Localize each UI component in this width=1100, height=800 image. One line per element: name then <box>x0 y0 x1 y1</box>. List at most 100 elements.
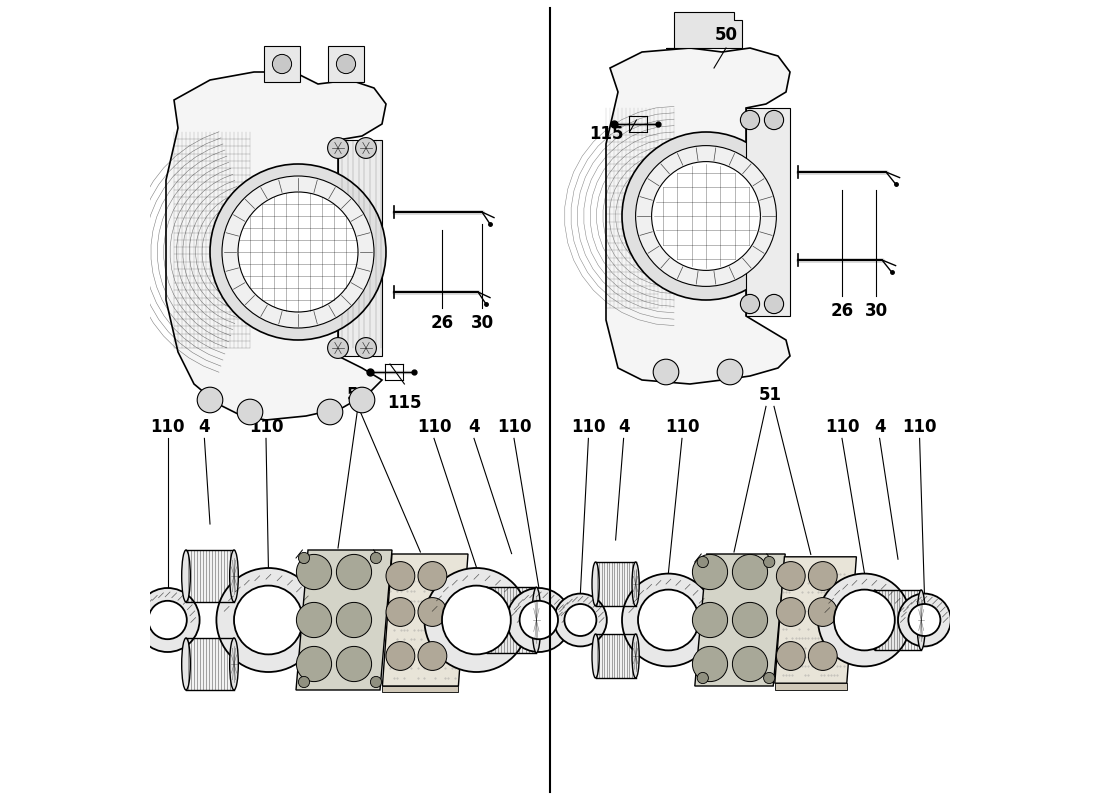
Circle shape <box>298 552 309 563</box>
Text: 110: 110 <box>664 418 700 436</box>
Text: euroraces: euroraces <box>628 220 760 244</box>
Polygon shape <box>774 683 847 690</box>
Circle shape <box>210 164 386 340</box>
Circle shape <box>697 672 708 683</box>
Polygon shape <box>296 550 392 690</box>
Circle shape <box>733 554 768 590</box>
Circle shape <box>764 294 783 314</box>
Ellipse shape <box>182 638 190 690</box>
Polygon shape <box>383 686 459 692</box>
Ellipse shape <box>592 634 600 678</box>
Circle shape <box>298 676 309 687</box>
Circle shape <box>808 598 837 626</box>
Circle shape <box>355 338 376 358</box>
Circle shape <box>371 676 382 687</box>
Circle shape <box>909 604 940 636</box>
Circle shape <box>197 387 223 413</box>
Circle shape <box>418 642 447 670</box>
Circle shape <box>777 642 805 670</box>
Circle shape <box>442 586 510 654</box>
FancyBboxPatch shape <box>264 46 299 82</box>
Text: euroraces: euroraces <box>223 220 356 244</box>
Circle shape <box>238 399 263 425</box>
Polygon shape <box>166 72 386 420</box>
Circle shape <box>337 646 372 682</box>
Circle shape <box>764 110 783 130</box>
Ellipse shape <box>482 587 492 653</box>
Circle shape <box>507 588 571 652</box>
Polygon shape <box>595 562 636 606</box>
Circle shape <box>355 138 376 158</box>
Circle shape <box>371 552 382 563</box>
Circle shape <box>296 646 331 682</box>
Circle shape <box>763 557 774 568</box>
Circle shape <box>386 642 415 670</box>
Circle shape <box>898 594 950 646</box>
Circle shape <box>296 554 331 590</box>
Circle shape <box>808 642 837 670</box>
Circle shape <box>653 359 679 385</box>
Circle shape <box>777 562 805 590</box>
Text: 110: 110 <box>151 418 185 436</box>
Circle shape <box>692 602 727 638</box>
Ellipse shape <box>182 550 190 602</box>
Text: 51: 51 <box>346 386 370 404</box>
Polygon shape <box>695 554 785 686</box>
Circle shape <box>621 574 715 666</box>
Circle shape <box>418 562 447 590</box>
Circle shape <box>349 387 375 413</box>
Polygon shape <box>595 634 636 678</box>
Ellipse shape <box>632 634 639 678</box>
Polygon shape <box>186 638 234 690</box>
Circle shape <box>217 568 320 672</box>
Circle shape <box>317 399 343 425</box>
Circle shape <box>697 557 708 568</box>
Text: 110: 110 <box>825 418 859 436</box>
Text: 110: 110 <box>571 418 606 436</box>
Ellipse shape <box>230 638 239 690</box>
Text: 110: 110 <box>497 418 531 436</box>
Circle shape <box>834 590 894 650</box>
Text: 30: 30 <box>471 314 494 333</box>
Circle shape <box>638 590 698 650</box>
Circle shape <box>273 54 292 74</box>
Circle shape <box>692 646 727 682</box>
Circle shape <box>740 110 760 130</box>
Circle shape <box>386 562 415 590</box>
Text: 26: 26 <box>430 314 453 333</box>
Polygon shape <box>874 590 921 650</box>
Circle shape <box>337 54 355 74</box>
Polygon shape <box>606 48 790 384</box>
Circle shape <box>328 138 349 158</box>
Circle shape <box>740 294 760 314</box>
Circle shape <box>777 598 805 626</box>
Text: 4: 4 <box>469 418 480 436</box>
Text: 30: 30 <box>865 302 888 320</box>
Ellipse shape <box>870 590 879 650</box>
Text: 51: 51 <box>759 386 781 404</box>
Circle shape <box>222 176 374 328</box>
Circle shape <box>328 338 349 358</box>
Ellipse shape <box>532 587 541 653</box>
Circle shape <box>234 586 302 654</box>
Circle shape <box>808 562 837 590</box>
Ellipse shape <box>917 590 925 650</box>
Circle shape <box>763 672 774 683</box>
Text: euroraces: euroraces <box>223 588 356 612</box>
Circle shape <box>418 598 447 626</box>
Circle shape <box>733 602 768 638</box>
Polygon shape <box>774 557 857 683</box>
Circle shape <box>651 162 760 270</box>
Polygon shape <box>383 554 468 686</box>
Ellipse shape <box>230 550 239 602</box>
Circle shape <box>148 601 187 639</box>
Circle shape <box>337 602 372 638</box>
Circle shape <box>296 602 331 638</box>
Polygon shape <box>666 12 743 48</box>
Circle shape <box>337 554 372 590</box>
Ellipse shape <box>592 562 600 606</box>
FancyBboxPatch shape <box>329 46 364 82</box>
Text: 50: 50 <box>715 26 737 44</box>
Text: 110: 110 <box>902 418 937 436</box>
Circle shape <box>519 601 558 639</box>
